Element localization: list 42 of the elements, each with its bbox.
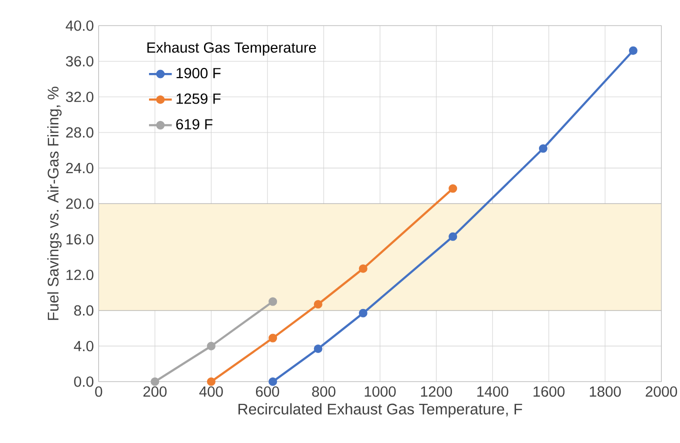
y-tick-label: 32.0 bbox=[66, 92, 94, 102]
y-tick-label: 0.0 bbox=[74, 376, 94, 387]
point bbox=[206, 377, 216, 386]
y-tick-label: 40.0 bbox=[66, 20, 94, 31]
point bbox=[538, 144, 548, 153]
x-tick-label: 2000 bbox=[646, 386, 678, 397]
x-tick-label: 1000 bbox=[364, 386, 396, 397]
point bbox=[314, 344, 322, 354]
x-tick-label: 200 bbox=[143, 386, 167, 397]
x-tick-label: 400 bbox=[199, 386, 223, 397]
y-tick-label: 16.0 bbox=[66, 234, 94, 244]
point bbox=[150, 377, 160, 386]
x-tick-label: 1800 bbox=[590, 386, 621, 397]
x-tick-label: 0 bbox=[95, 386, 102, 397]
legend-label: 1259 F bbox=[176, 93, 221, 104]
x-tick-label: 600 bbox=[256, 386, 280, 397]
x-tick-label: 800 bbox=[312, 386, 336, 397]
y-tick-label: 20.0 bbox=[66, 198, 94, 209]
point bbox=[358, 264, 368, 273]
point bbox=[628, 46, 638, 55]
legend-title: Exhaust Gas Temperature bbox=[147, 42, 316, 56]
y-tick-label: 8.0 bbox=[74, 305, 94, 316]
legend-label: 1900 F bbox=[176, 68, 221, 78]
point bbox=[206, 342, 216, 350]
y-tick-label: 28.0 bbox=[66, 127, 94, 138]
legend-label: 619 F bbox=[176, 119, 212, 130]
y-tick-label: 12.0 bbox=[66, 270, 94, 280]
x-tick-label: 1600 bbox=[534, 386, 565, 397]
point bbox=[314, 300, 322, 309]
point bbox=[448, 232, 458, 241]
point bbox=[268, 377, 278, 386]
y-tick-label: 4.0 bbox=[74, 340, 94, 352]
y-tick-label: 24.0 bbox=[66, 162, 94, 174]
x-axis-title: Recirculated Exhaust Gas Temperature, F bbox=[238, 403, 522, 418]
y-axis-title: Fuel Savings vs. Air-Gas Firing, % bbox=[47, 86, 62, 320]
y-tick-label: 36.0 bbox=[66, 56, 94, 66]
point bbox=[358, 308, 368, 318]
point bbox=[268, 334, 278, 342]
x-tick-label: 1400 bbox=[477, 386, 508, 397]
x-tick-label: 1200 bbox=[421, 386, 452, 397]
point bbox=[448, 184, 458, 193]
point bbox=[268, 297, 278, 306]
